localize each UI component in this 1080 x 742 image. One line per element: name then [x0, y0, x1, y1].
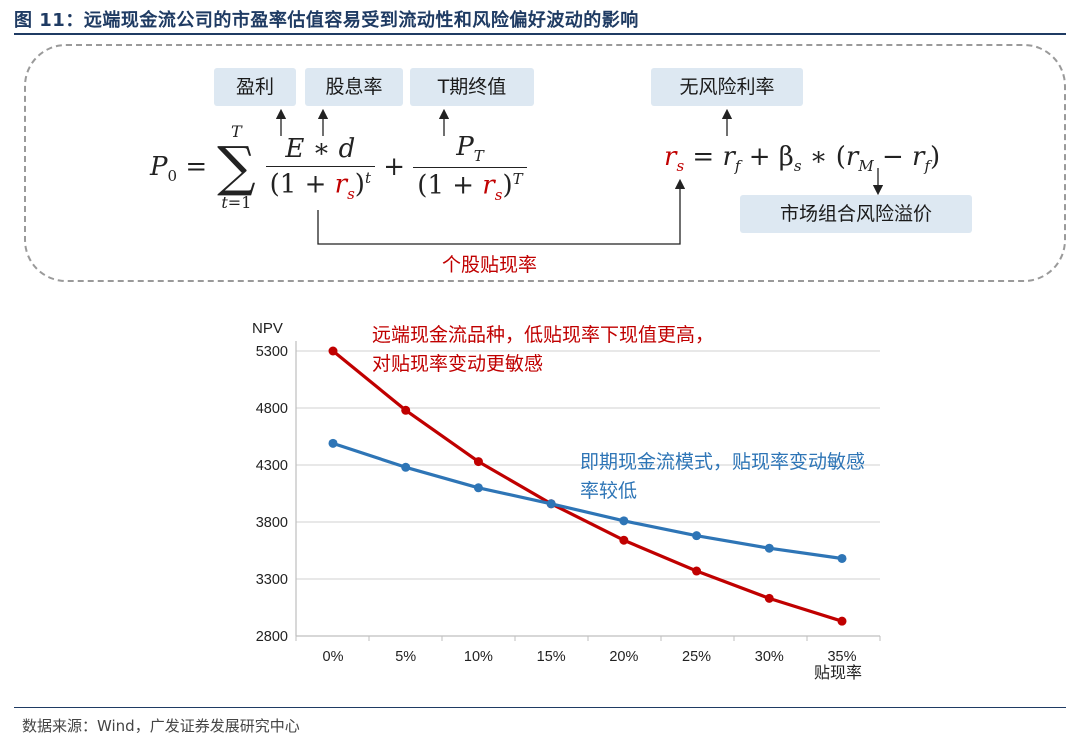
series-line — [331, 349, 843, 623]
y-axis-label: NPV — [252, 320, 283, 337]
data-point — [328, 438, 338, 448]
x-tick-label: 5% — [395, 649, 416, 665]
fraction-earnings: E ∗ d (1 + rs)t — [265, 134, 375, 202]
x-tick-label: 15% — [537, 649, 566, 665]
source-note: 数据来源：Wind，广发证券发展研究中心 — [22, 717, 300, 735]
data-point — [546, 499, 556, 509]
tag-earnings: 盈利 — [214, 68, 296, 106]
capm-formula: rs = rf + βs ∗ (rM − rf) — [664, 142, 941, 176]
tag-risk-free: 无风险利率 — [651, 68, 803, 106]
connector-label: 个股贴现率 — [442, 254, 538, 276]
data-point — [619, 535, 629, 545]
blue-note-line-1: 即期现金流模式，贴现率变动敏感 — [580, 451, 866, 473]
x-tick-label: 10% — [464, 649, 493, 665]
fraction-terminal: PT (1 + rs)T — [413, 132, 527, 204]
data-point — [473, 457, 483, 467]
title-rule — [14, 33, 1066, 35]
tag-dividend-rate: 股息率 — [305, 68, 403, 106]
data-point — [619, 516, 629, 526]
series-line — [332, 441, 843, 561]
source-rule — [14, 707, 1066, 708]
y-tick-label: 3800 — [256, 515, 288, 531]
formula-box — [24, 44, 1066, 282]
x-tick-label: 30% — [755, 649, 784, 665]
data-point — [837, 616, 847, 626]
formula-arrows — [275, 108, 884, 245]
y-tick-label: 2800 — [256, 629, 288, 645]
red-note-line-1: 远端现金流品种，低贴现率下现值更高， — [372, 324, 715, 346]
red-note-line-2: 对贴现率变动更敏感 — [372, 353, 544, 375]
summation-symbol: T ∑ t=1 — [217, 122, 256, 212]
data-point — [473, 483, 483, 493]
y-tick-label: 4300 — [256, 458, 288, 474]
data-point — [837, 553, 847, 563]
y-tick-label: 4800 — [256, 401, 288, 417]
figure-title: 图 11：远端现金流公司的市盈率估值容易受到流动性和风险偏好波动的影响 — [14, 10, 639, 31]
tag-market-premium: 市场组合风险溢价 — [740, 195, 972, 233]
blue-note-line-2: 率较低 — [580, 480, 638, 502]
x-tick-label: 35% — [827, 649, 856, 665]
red-series-annotation: 远端现金流品种，低贴现率下现值更高， 对贴现率变动更敏感 — [372, 321, 714, 379]
data-point — [692, 531, 702, 541]
discount-connector — [317, 178, 686, 245]
y-tick-label: 3300 — [256, 572, 288, 588]
data-point — [764, 543, 774, 553]
x-tick-label: 20% — [609, 649, 638, 665]
tag-terminal-value: T期终值 — [410, 68, 534, 106]
x-tick-label: 25% — [682, 649, 711, 665]
formula-p0: P0 — [150, 152, 178, 186]
data-point — [328, 346, 338, 356]
data-point — [692, 566, 702, 576]
data-point — [764, 593, 774, 603]
x-tick-label: 0% — [323, 649, 344, 665]
data-point — [401, 405, 411, 415]
x-axis-label: 贴现率 — [814, 664, 862, 682]
data-point — [401, 462, 411, 472]
valuation-formula: P0 = T ∑ t=1 E ∗ d (1 + rs)t + PT (1 + r… — [150, 124, 527, 234]
blue-series-annotation: 即期现金流模式，贴现率变动敏感 率较低 — [580, 448, 865, 506]
y-tick-label: 5300 — [256, 344, 288, 360]
